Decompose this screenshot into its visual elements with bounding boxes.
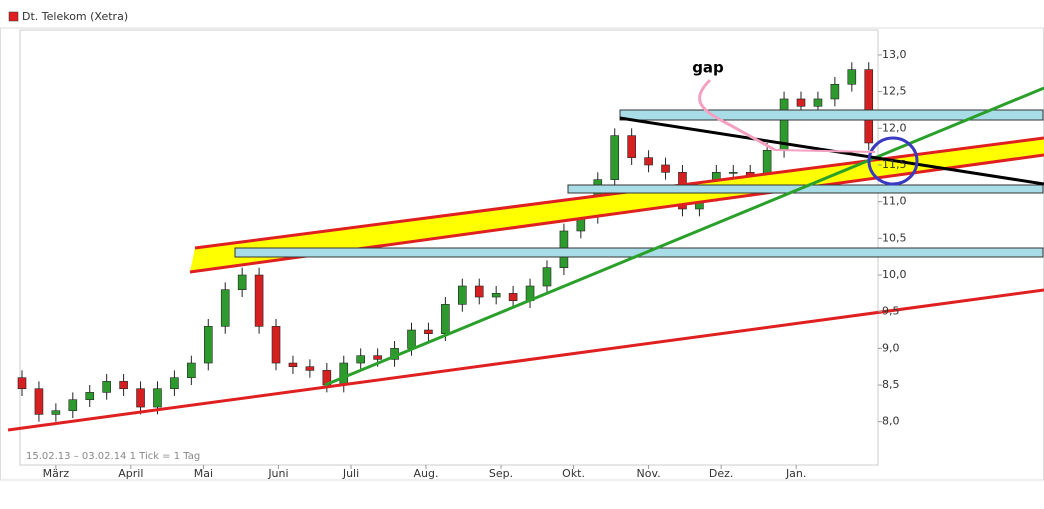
- x-tick-label: Aug.: [414, 467, 439, 480]
- candle-body: [661, 164, 670, 173]
- candle-body: [119, 381, 128, 390]
- candle-body: [627, 135, 636, 158]
- candle-body: [508, 293, 518, 301]
- resistance-zone: [619, 109, 1044, 121]
- candle-body: [136, 388, 145, 408]
- y-tick-label: 12,0: [882, 121, 907, 134]
- candle-body: [187, 362, 196, 379]
- footer: 15.02.13 – 03.02.14 1 Tick = 1 Tag: [26, 451, 200, 462]
- candle-body: [51, 410, 61, 415]
- x-tick-label: Nov.: [637, 467, 661, 480]
- candle-body: [796, 98, 806, 107]
- y-tick-label: 13,0: [882, 48, 907, 61]
- candle-body: [68, 399, 78, 412]
- candle-body: [542, 267, 552, 287]
- gap-arrow: [774, 149, 876, 153]
- candle-body: [491, 293, 501, 298]
- trend-line: [324, 86, 1044, 387]
- trend-channel: [190, 138, 1044, 272]
- candle-body: [441, 304, 450, 334]
- x-tick-label: Dez.: [709, 467, 734, 480]
- highlight-circle: [867, 136, 919, 186]
- candle-body: [153, 388, 162, 408]
- candle-body: [847, 69, 857, 85]
- candle-body: [220, 289, 230, 327]
- legend-swatch: [8, 11, 19, 22]
- candle-body: [644, 157, 653, 166]
- candle-body: [85, 392, 95, 401]
- candle-body: [170, 377, 179, 390]
- candle-body: [407, 329, 416, 349]
- support-line: [7, 288, 1044, 432]
- annotations: gap: [7, 59, 1044, 432]
- x-tick-label: Juli: [342, 467, 359, 480]
- candle-body: [458, 285, 467, 305]
- candle-body: [254, 274, 264, 327]
- candle-body: [610, 135, 620, 180]
- gap-arrow: [698, 78, 776, 152]
- x-tick-label: Juni: [267, 467, 288, 480]
- y-tick-label: 10,0: [882, 268, 907, 281]
- x-tick-label: April: [118, 467, 143, 480]
- candle-body: [305, 366, 315, 371]
- y-tick-label: 10,5: [882, 231, 907, 244]
- y-tick-label: 11,5: [882, 158, 907, 171]
- candle-body: [288, 362, 298, 368]
- x-tick-label: Okt.: [562, 467, 585, 480]
- candle-body: [474, 285, 484, 298]
- candle-body: [424, 329, 433, 334]
- candle-body: [864, 69, 874, 144]
- x-tick-label: Sep.: [489, 467, 513, 480]
- y-tick-label: 9,0: [882, 341, 900, 354]
- candle-body: [373, 355, 382, 360]
- y-tick-label: 8,0: [882, 415, 900, 428]
- candle-body: [203, 326, 213, 364]
- legend-label: Dt. Telekom (Xetra): [22, 10, 128, 23]
- candle-body: [728, 172, 738, 174]
- candle-body: [271, 326, 281, 364]
- candle-body: [17, 377, 27, 390]
- candle-body: [102, 381, 111, 393]
- x-tick-label: Jan.: [785, 467, 806, 480]
- candle-body: [339, 362, 349, 386]
- y-tick-label: 8,5: [882, 378, 900, 391]
- resistance-zone: [234, 247, 1044, 258]
- y-tick-label: 11,0: [882, 195, 907, 208]
- x-tick-label: März: [43, 467, 70, 480]
- y-tick-label: 9,5: [882, 305, 900, 318]
- candle-body: [356, 355, 365, 364]
- candle-body: [237, 274, 247, 290]
- candle-body: [34, 388, 44, 415]
- x-tick-label: Mai: [194, 467, 213, 480]
- y-tick-label: 12,5: [882, 85, 907, 98]
- candle-body: [830, 83, 840, 100]
- candle-body: [813, 98, 823, 107]
- annotation-text: gap: [692, 59, 724, 77]
